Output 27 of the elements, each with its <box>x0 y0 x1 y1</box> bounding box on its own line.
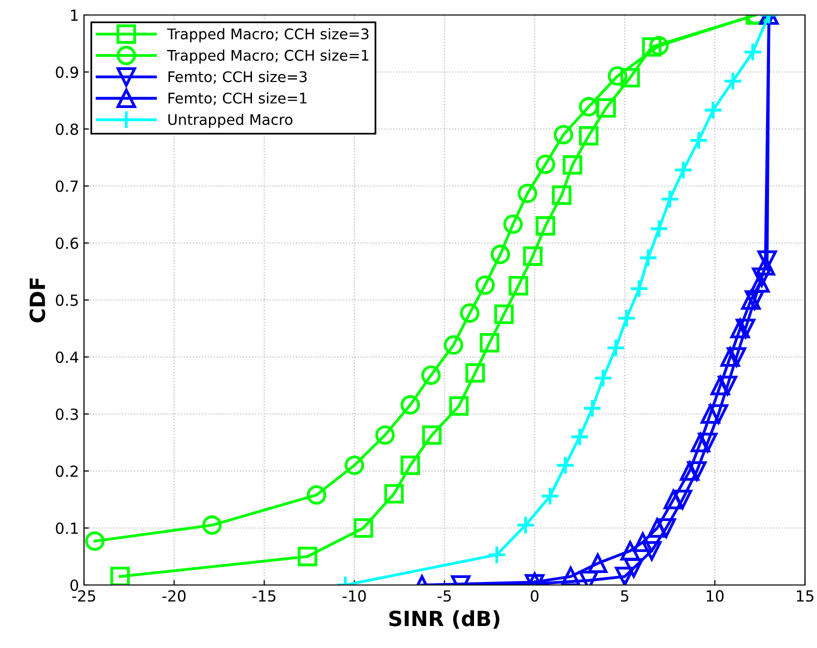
y-tick-label: 0.9 <box>56 66 78 78</box>
x-tick-label: -25 <box>72 590 96 602</box>
y-tick-label: 0.7 <box>56 180 78 192</box>
y-tick-label: 0.5 <box>56 294 78 306</box>
y-axis-title: CDF <box>29 278 46 322</box>
y-tick-label: 1 <box>71 10 78 21</box>
x-axis-title: SINR (dB) <box>389 610 500 629</box>
x-tick-label: -15 <box>252 590 276 602</box>
x-tick-label: -5 <box>438 590 451 602</box>
x-tick-label: -10 <box>342 590 366 602</box>
x-tick-label: 5 <box>621 590 628 602</box>
legend-label: Trapped Macro; CCH size=3 <box>167 28 368 42</box>
y-tick-label: 0.2 <box>56 465 78 478</box>
y-tick-label: 0 <box>70 579 78 592</box>
x-tick-label: 10 <box>706 590 724 602</box>
legend-label: Trapped Macro; CCH size=1 <box>167 50 368 64</box>
y-tick-label: 0.4 <box>56 351 78 364</box>
legend-label: Femto; CCH size=3 <box>168 70 307 84</box>
x-tick-label: 0 <box>530 590 538 602</box>
legend-label: Untrapped Macro <box>168 114 292 128</box>
y-tick-label: 0.8 <box>56 123 78 136</box>
y-tick-label: 0.6 <box>56 237 78 250</box>
y-tick-label: 0.1 <box>56 522 78 534</box>
x-tick-label: 15 <box>796 590 814 602</box>
y-tick-label: 0.3 <box>56 408 78 420</box>
x-tick-label: -20 <box>162 590 186 602</box>
legend-label: Femto; CCH size=1 <box>168 92 306 106</box>
